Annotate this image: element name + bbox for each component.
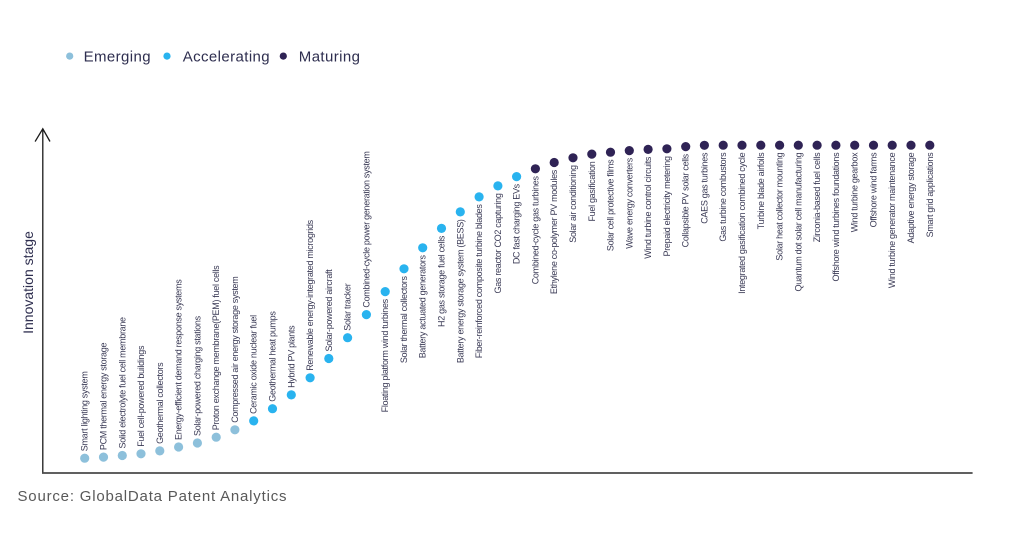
svg-text:Turbine blade airfoils: Turbine blade airfoils: [756, 152, 766, 229]
svg-text:Renewable energy-integrated mi: Renewable energy-integrated microgrids: [305, 219, 315, 370]
svg-text:Smart grid applications: Smart grid applications: [925, 152, 935, 237]
svg-text:Solar air conditioning: Solar air conditioning: [568, 165, 578, 243]
svg-text:Source: GlobalData Patent Anal: Source: GlobalData Patent Analytics: [18, 488, 288, 505]
svg-text:Compressed air energy storage: Compressed air energy storage system: [230, 277, 240, 423]
svg-text:Integrated gasification combin: Integrated gasification combined cycle: [737, 152, 747, 293]
svg-text:Solar tracker: Solar tracker: [343, 283, 353, 330]
svg-text:Ceramic oxide nuclear fuel: Ceramic oxide nuclear fuel: [249, 315, 259, 414]
svg-text:Quantum dot solar cell manufac: Quantum dot solar cell manufacturing: [793, 152, 803, 291]
svg-text:Fuel gasification: Fuel gasification: [587, 161, 597, 221]
svg-text:CAES gas turbines: CAES gas turbines: [699, 152, 709, 224]
svg-text:Solar-powered aircraft: Solar-powered aircraft: [324, 269, 334, 352]
svg-text:Emerging: Emerging: [84, 48, 151, 65]
svg-text:Combined-cycle power generatio: Combined-cycle power generation system: [361, 151, 371, 307]
svg-text:Hybrid PV plants: Hybrid PV plants: [286, 325, 296, 388]
svg-text:Innovation stage: Innovation stage: [20, 231, 36, 334]
svg-text:Solid electrolyte fuel cell me: Solid electrolyte fuel cell membrane: [117, 317, 127, 449]
svg-text:Zirconia-based fuel cells: Zirconia-based fuel cells: [812, 152, 822, 242]
svg-text:Maturing: Maturing: [299, 48, 361, 65]
svg-text:Fuel cell-powered buildings: Fuel cell-powered buildings: [136, 345, 146, 447]
svg-text:Solar thermal collectors: Solar thermal collectors: [399, 276, 409, 364]
svg-text:Accelerating: Accelerating: [183, 48, 270, 65]
svg-text:PCM thermal energy storage: PCM thermal energy storage: [99, 343, 109, 451]
svg-text:Floating platform wind turbine: Floating platform wind turbines: [380, 298, 390, 412]
svg-text:Wind turbine gearbox: Wind turbine gearbox: [850, 152, 860, 232]
svg-text:Geothermal heat pumps: Geothermal heat pumps: [268, 311, 278, 402]
svg-text:DC fast charging EVs: DC fast charging EVs: [512, 183, 522, 264]
svg-text:Solar cell protective films: Solar cell protective films: [606, 159, 616, 251]
svg-text:Energy-efficient demand respon: Energy-efficient demand response systems: [174, 279, 184, 440]
svg-text:Battery actuated generators: Battery actuated generators: [418, 255, 428, 359]
svg-text:Wind turbine generator mainten: Wind turbine generator maintenance: [887, 152, 897, 288]
svg-text:Wind turbine control circuits: Wind turbine control circuits: [643, 156, 653, 259]
svg-text:Collapsible PV solar cells: Collapsible PV solar cells: [681, 153, 691, 247]
svg-text:Proton exchange membrane(PEM): Proton exchange membrane(PEM) fuel cells: [211, 265, 221, 430]
svg-text:Geothermal collectors: Geothermal collectors: [155, 362, 165, 444]
svg-text:Prepaid electricity metering: Prepaid electricity metering: [662, 156, 672, 256]
svg-text:H2 gas storage fuel cells: H2 gas storage fuel cells: [437, 235, 447, 327]
svg-text:Offshore wind turbines foundat: Offshore wind turbines foundations: [831, 152, 841, 282]
svg-text:Gas turbine combustors: Gas turbine combustors: [718, 152, 728, 242]
svg-text:Offshore wind farms: Offshore wind farms: [869, 152, 879, 227]
svg-text:Solar-powered charging station: Solar-powered charging stations: [192, 315, 202, 436]
svg-text:Battery energy storage system: Battery energy storage system (BESS): [455, 219, 465, 363]
svg-text:Ethylene co-polymer PV modules: Ethylene co-polymer PV modules: [549, 169, 559, 294]
svg-text:Smart lighting system: Smart lighting system: [80, 371, 90, 451]
svg-text:Gas reactor CO2 capturing: Gas reactor CO2 capturing: [493, 193, 503, 293]
svg-text:Adaptive energy storage: Adaptive energy storage: [906, 152, 916, 243]
svg-text:Combined-cycle gas turbines: Combined-cycle gas turbines: [530, 176, 540, 285]
svg-text:Wave energy converters: Wave energy converters: [624, 157, 634, 248]
svg-text:Solar heat collector mounting: Solar heat collector mounting: [775, 152, 785, 260]
svg-text:Fiber-reinforced composite tur: Fiber-reinforced composite turbine blade…: [474, 204, 484, 359]
